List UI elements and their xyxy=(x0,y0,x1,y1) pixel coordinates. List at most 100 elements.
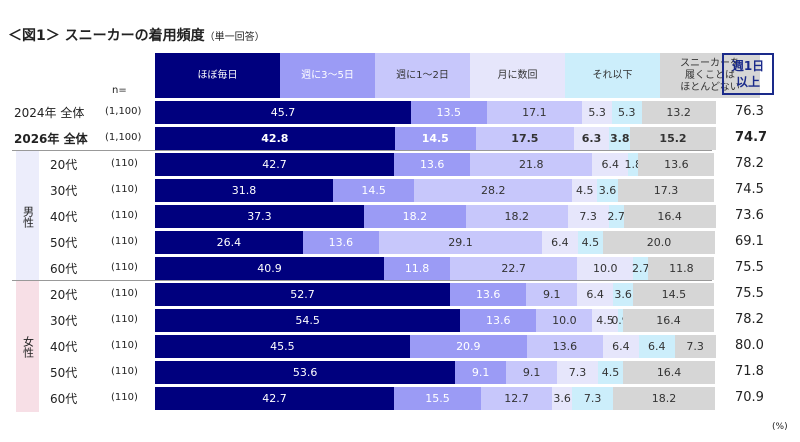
bar-segment: 13.5 xyxy=(410,101,487,124)
row-n: (110) xyxy=(111,340,138,351)
row-total: 71.8 xyxy=(735,364,764,379)
bar-segment: 4.5 xyxy=(572,179,598,202)
bar-segment: 15.5 xyxy=(394,387,481,410)
chart-title-text: ＜図1＞ スニーカーの着用頻度 xyxy=(8,28,205,44)
row-total: 75.5 xyxy=(735,260,764,275)
bar-segment: 40.9 xyxy=(155,257,385,280)
row-n: (110) xyxy=(111,288,138,299)
row-n: (110) xyxy=(111,236,138,247)
legend-item-4: それ以下 xyxy=(565,53,660,98)
row-n: (110) xyxy=(111,262,138,273)
row-total: 73.6 xyxy=(735,208,764,223)
bar-segment: 4.5 xyxy=(592,309,618,332)
row-total: 74.5 xyxy=(735,182,764,197)
bar-segment: 16.4 xyxy=(622,309,715,332)
row-n: (110) xyxy=(111,314,138,325)
bar-segment: 18.2 xyxy=(363,205,466,228)
bar-segment: 14.5 xyxy=(333,179,415,202)
bar-segment: 4.5 xyxy=(597,361,624,384)
row-n: (110) xyxy=(111,366,138,377)
bar-segment: 21.8 xyxy=(470,153,593,176)
row-total: 69.1 xyxy=(735,234,764,249)
bar-segment: 26.4 xyxy=(155,231,303,254)
row-total: 70.9 xyxy=(735,390,764,405)
bar-segment: 5.3 xyxy=(582,101,612,124)
bar-segment: 13.2 xyxy=(641,101,716,124)
legend-label: スニーカーを xyxy=(680,57,740,69)
bar-segment: 7.3 xyxy=(572,387,614,410)
total-header-line2: 以上 xyxy=(735,75,760,89)
row-total: 75.5 xyxy=(735,286,764,301)
bar-segment: 54.5 xyxy=(155,309,461,332)
group-separator xyxy=(12,280,712,281)
row-label: 40代 xyxy=(50,210,78,224)
bar-segment: 7.3 xyxy=(557,361,598,384)
row-total: 78.2 xyxy=(735,312,764,327)
bar-segment: 16.4 xyxy=(623,205,716,228)
row-total: 78.2 xyxy=(735,156,764,171)
chart-title: ＜図1＞ スニーカーの着用頻度（単一回答） xyxy=(8,25,265,45)
row-total: 80.0 xyxy=(735,338,764,353)
row-n: (110) xyxy=(111,184,138,195)
bar-segment: 52.7 xyxy=(155,283,451,306)
bar-segment: 12.7 xyxy=(480,387,553,410)
bar-segment: 15.2 xyxy=(630,127,716,150)
row-n: (1,100) xyxy=(105,106,142,117)
legend-item-1: 週に3～5日 xyxy=(280,53,375,98)
legend-label: 月に数回 xyxy=(497,69,538,81)
bar-segment: 17.5 xyxy=(475,127,574,150)
bar-segment: 3.6 xyxy=(552,387,573,410)
bar-segment: 3.8 xyxy=(609,127,631,150)
bar-segment: 18.2 xyxy=(465,205,568,228)
bar-segment: 6.3 xyxy=(573,127,610,150)
bar-segment: 22.7 xyxy=(450,257,578,280)
bar-segment: 13.6 xyxy=(526,335,603,358)
legend-item-5: スニーカーを 履くことは ほとんどない xyxy=(660,53,760,98)
legend-label: 週に1～2日 xyxy=(396,69,449,81)
row-label: 30代 xyxy=(50,314,78,328)
bar-segment: 4.5 xyxy=(577,231,603,254)
bar-segment: 5.3 xyxy=(611,101,642,124)
bar-segment: 53.6 xyxy=(155,361,456,384)
bar-segment: 37.3 xyxy=(155,205,364,228)
total-header: 週1日 以上 xyxy=(722,53,774,95)
row-label: 50代 xyxy=(50,236,78,250)
legend-label: ほとんどない xyxy=(680,81,740,93)
bar-segment: 20.9 xyxy=(409,335,527,358)
row-n: (110) xyxy=(111,158,138,169)
group-label: 男性 xyxy=(16,151,39,282)
row-n: (110) xyxy=(111,210,138,221)
row-label: 50代 xyxy=(50,366,78,380)
bar-segment: 28.2 xyxy=(414,179,573,202)
bar-segment: 9.1 xyxy=(455,361,507,384)
bar-segment: 6.4 xyxy=(541,231,578,254)
legend-label: それ以下 xyxy=(592,69,633,81)
legend-item-2: 週に1～2日 xyxy=(375,53,470,98)
row-label: 60代 xyxy=(50,392,78,406)
row-n: (1,100) xyxy=(105,132,142,143)
bar-segment: 16.4 xyxy=(623,361,715,384)
row-total: 74.7 xyxy=(735,130,768,145)
bar-segment: 7.3 xyxy=(567,205,609,228)
bar-segment: 6.4 xyxy=(577,283,614,306)
bar-segment: 13.6 xyxy=(394,153,471,176)
bar-segment: 42.8 xyxy=(155,127,395,150)
bar-segment: 13.6 xyxy=(460,309,537,332)
bar-segment: 29.1 xyxy=(379,231,542,254)
bar-segment: 1.8 xyxy=(624,153,642,176)
bar-segment: 2.7 xyxy=(607,205,625,228)
row-n: (110) xyxy=(111,392,138,403)
bar-segment: 13.6 xyxy=(638,153,715,176)
bar-segment: 18.2 xyxy=(613,387,715,410)
row-label: 20代 xyxy=(50,158,78,172)
bar-segment: 20.0 xyxy=(603,231,715,254)
bar-segment: 45.7 xyxy=(155,101,411,124)
bar-segment: 3.6 xyxy=(613,283,634,306)
bar-segment: 3.6 xyxy=(597,179,618,202)
bar-segment: 6.4 xyxy=(592,153,629,176)
bar-segment: 42.7 xyxy=(155,153,395,176)
chart-title-note: （単一回答） xyxy=(204,32,265,43)
n-label: n= xyxy=(112,85,127,96)
bar-segment: 45.5 xyxy=(155,335,410,358)
legend-label: ほぼ毎日 xyxy=(197,69,238,81)
